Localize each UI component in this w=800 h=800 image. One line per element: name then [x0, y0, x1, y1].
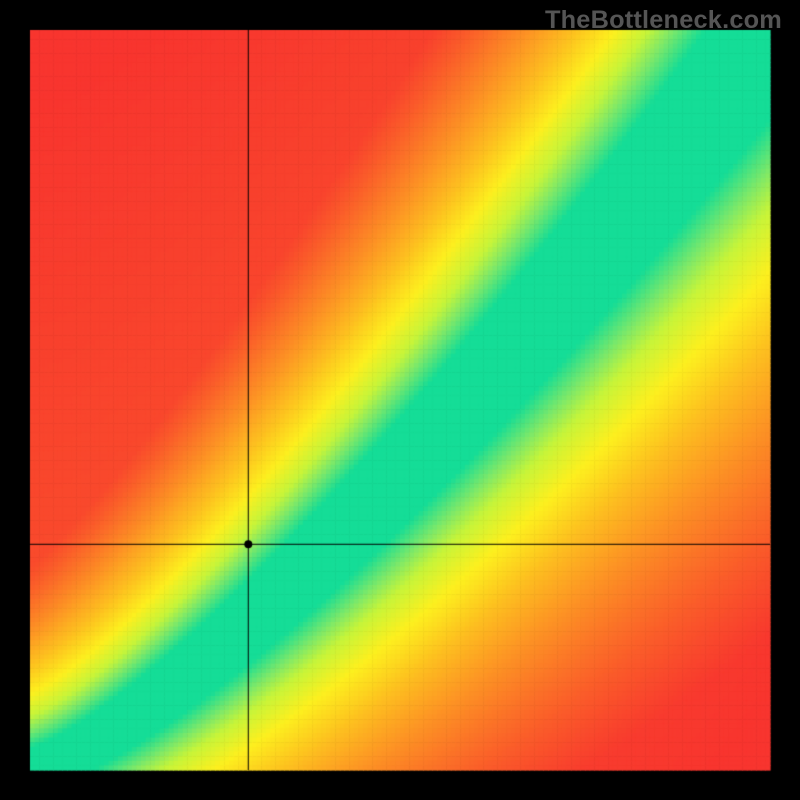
- heatmap-canvas: [0, 0, 800, 800]
- chart-wrap: TheBottleneck.com: [0, 0, 800, 800]
- watermark: TheBottleneck.com: [545, 6, 782, 35]
